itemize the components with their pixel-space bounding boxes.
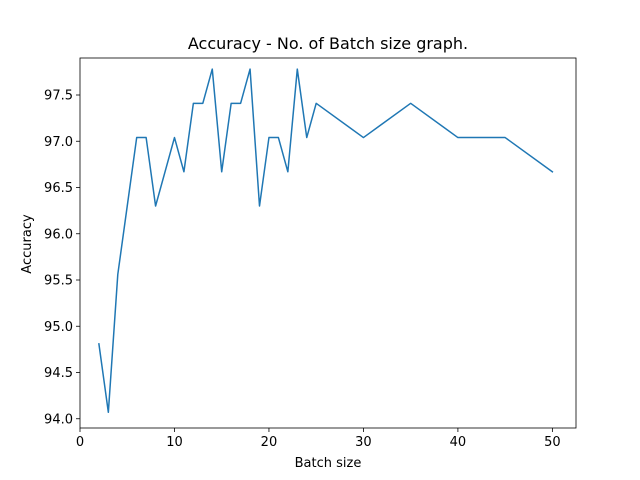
y-tick-label: 97.5 [44, 89, 73, 104]
y-tick-label: 97.0 [44, 135, 73, 150]
y-tick-label: 94.0 [44, 412, 73, 427]
x-tick-label: 40 [450, 435, 467, 450]
chart-title: Accuracy - No. of Batch size graph. [188, 34, 468, 53]
x-tick-label: 0 [76, 435, 84, 450]
y-tick-label: 95.5 [44, 274, 73, 289]
x-tick-label: 10 [166, 435, 183, 450]
axes-frame [79, 57, 577, 429]
y-tick-label: 96.5 [44, 181, 73, 196]
plot-area: 0 10 20 30 40 50 94.0 94.5 95.0 95.5 96.0 96.5 97.0 9… [44, 57, 577, 450]
y-axis-label: Accuracy [20, 214, 35, 274]
x-tick-label: 50 [544, 435, 561, 450]
data-line-series-0 [98, 68, 554, 414]
x-tick-label: 20 [261, 435, 278, 450]
y-tick-label: 95.0 [44, 320, 73, 335]
y-tick-label: 94.5 [44, 366, 73, 381]
x-axis-label: Batch size [295, 456, 362, 471]
x-tick-label: 30 [355, 435, 372, 450]
y-tick-label: 96.0 [44, 227, 73, 242]
